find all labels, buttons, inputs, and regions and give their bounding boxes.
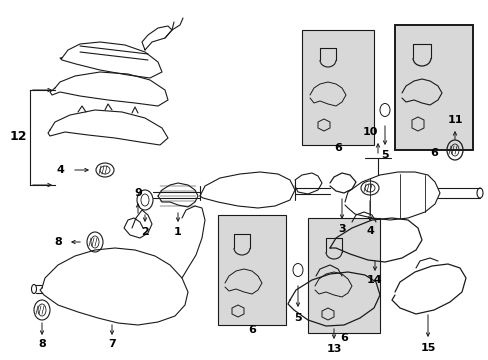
Bar (394, 25, 472, 150)
Text: 14: 14 (366, 275, 382, 285)
Text: 10: 10 (362, 127, 377, 137)
Text: 11: 11 (447, 115, 462, 125)
Text: 6: 6 (429, 148, 437, 158)
Text: 6: 6 (247, 325, 255, 335)
Text: 9: 9 (134, 188, 142, 198)
Text: 2: 2 (141, 227, 148, 237)
Bar (302, 30, 373, 145)
Text: 4: 4 (366, 226, 373, 236)
Text: 4: 4 (56, 165, 64, 175)
Text: 8: 8 (54, 237, 62, 247)
Text: 3: 3 (338, 224, 345, 234)
Bar (218, 215, 285, 325)
Text: 6: 6 (333, 143, 341, 153)
Text: 1: 1 (174, 227, 182, 237)
Text: 12: 12 (9, 130, 27, 144)
Bar (307, 218, 379, 333)
Text: 15: 15 (420, 343, 435, 353)
Text: 5: 5 (294, 313, 301, 323)
Text: 13: 13 (325, 344, 341, 354)
Text: 7: 7 (108, 339, 116, 349)
Text: 5: 5 (381, 150, 388, 160)
Text: 8: 8 (38, 339, 46, 349)
Text: 6: 6 (339, 333, 347, 343)
